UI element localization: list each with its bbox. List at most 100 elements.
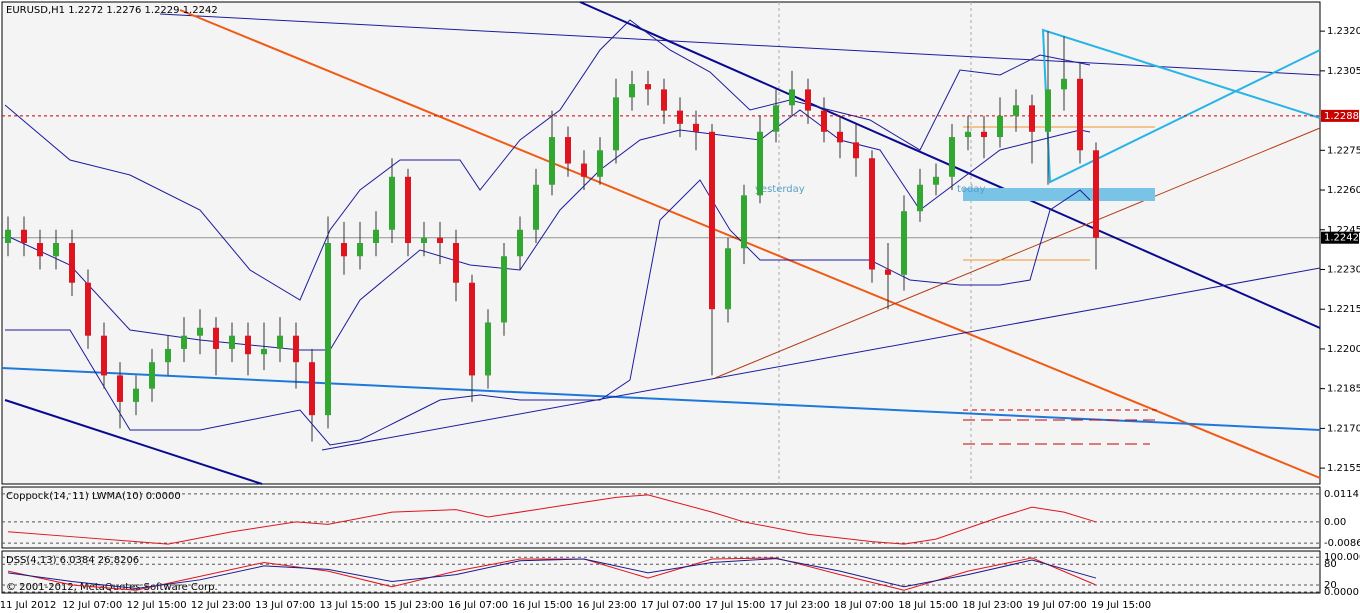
candle-body	[1013, 105, 1019, 116]
candle-body	[229, 335, 235, 349]
candle-body	[501, 256, 507, 323]
candle-body	[293, 335, 299, 363]
candle-body	[117, 375, 123, 402]
x-tick-label: 18 Jul 23:00	[963, 600, 1023, 611]
x-tick-label: 13 Jul 07:00	[255, 600, 315, 611]
y-tick-label: 20	[1324, 580, 1337, 591]
candle-body	[357, 243, 363, 257]
x-tick-label: 17 Jul 07:00	[641, 600, 701, 611]
candle-body	[773, 105, 779, 132]
candle-body	[325, 243, 331, 416]
candle-body	[5, 229, 11, 243]
candle-body	[421, 237, 427, 243]
panel-title: Coppock(14, 11) LWMA(10) 0.0000	[6, 491, 181, 502]
x-tick-label: 16 Jul 07:00	[448, 600, 508, 611]
y-tick-label: -0.0086	[1324, 538, 1360, 549]
candle-body	[69, 243, 75, 283]
candle-body	[197, 327, 203, 336]
candle-body	[949, 137, 955, 177]
dss-line	[7, 557, 1097, 591]
y-tick-label: 1.2230	[1327, 264, 1360, 275]
candle-body	[277, 335, 283, 349]
candle-body	[997, 115, 1003, 138]
coppock-panel	[1, 486, 1321, 549]
y-tick-label: 1.2275	[1327, 145, 1360, 156]
x-tick-label: 18 Jul 07:00	[834, 600, 894, 611]
candle-body	[677, 110, 683, 124]
candle-body	[741, 195, 747, 249]
x-tick-label: 12 Jul 23:00	[191, 600, 251, 611]
trend-line	[714, 127, 1321, 379]
candle-body	[53, 243, 59, 257]
candle-body	[709, 131, 715, 310]
candle-body	[613, 97, 619, 151]
trend-line	[4, 399, 263, 485]
y-tick-label: 1.2215	[1327, 304, 1360, 315]
chart-title: EURUSD,H1 1.2272 1.2276 1.2229 1.2242	[6, 5, 218, 16]
candle-body	[517, 229, 523, 257]
candle-body	[693, 123, 699, 132]
y-tick-label: 1.2305	[1327, 66, 1360, 77]
candle-body	[821, 110, 827, 132]
y-tick-label: 1.2320	[1327, 26, 1360, 37]
candle-body	[597, 150, 603, 177]
price-box	[1321, 231, 1359, 244]
x-tick-label: 16 Jul 23:00	[577, 600, 637, 611]
candle-body	[533, 184, 539, 230]
candle-body	[853, 142, 859, 159]
band	[4, 109, 1091, 351]
candle-body	[629, 84, 635, 98]
y-tick-label: 0.00	[1324, 517, 1346, 528]
x-tick-label: 12 Jul 15:00	[127, 600, 187, 611]
coppock-line	[7, 494, 1097, 545]
candle-body	[261, 348, 267, 355]
band	[5, 179, 1091, 446]
price-label: 1.2288	[1324, 111, 1359, 122]
x-tick-label: 17 Jul 23:00	[770, 600, 830, 611]
annotation: today	[957, 184, 986, 195]
y-tick-label: 80	[1324, 559, 1337, 570]
y-tick-label: 1.2185	[1327, 384, 1360, 395]
candle-body	[757, 131, 763, 196]
candle-body	[901, 211, 907, 275]
candle-body	[1029, 105, 1035, 132]
candle-body	[181, 335, 187, 349]
candle-body	[37, 243, 43, 257]
candle-body	[549, 137, 555, 185]
candle-body	[1077, 78, 1083, 151]
y-tick-label: 100.0000	[1324, 552, 1360, 563]
zone	[963, 188, 1155, 201]
candle-body	[133, 388, 139, 402]
x-tick-label: 19 Jul 15:00	[1091, 600, 1151, 611]
candle-body	[917, 184, 923, 212]
x-tick-label: 16 Jul 15:00	[512, 600, 572, 611]
candle-body	[485, 322, 491, 376]
x-tick-label: 15 Jul 23:00	[384, 600, 444, 611]
y-tick-label: 1.2260	[1327, 185, 1360, 196]
candle-body	[405, 176, 411, 243]
candle-body	[245, 335, 251, 355]
y-tick-label: 1.2170	[1327, 423, 1360, 434]
x-tick-label: 13 Jul 15:00	[320, 600, 380, 611]
candle-body	[213, 327, 219, 349]
copyright: © 2001-2012, MetaQuotes Software Corp.	[6, 582, 218, 593]
y-tick-label: 0.0000	[1324, 587, 1359, 598]
x-tick-label: 18 Jul 15:00	[898, 600, 958, 611]
x-tick-label: 19 Jul 07:00	[1027, 600, 1087, 611]
candle-body	[725, 248, 731, 310]
candle-body	[1045, 89, 1051, 132]
candle-body	[789, 89, 795, 106]
candle-body	[837, 131, 843, 143]
candle-body	[373, 229, 379, 243]
price-label: 1.2242	[1324, 233, 1359, 244]
x-tick-label: 17 Jul 15:00	[705, 600, 765, 611]
candle-body	[1093, 150, 1099, 238]
candle-body	[101, 335, 107, 376]
band	[4, 19, 1091, 301]
candle-body	[309, 362, 315, 416]
candle-body	[805, 89, 811, 111]
price-box	[1321, 109, 1359, 122]
candle-body	[469, 282, 475, 376]
candle-body	[885, 269, 891, 275]
candle-body	[437, 237, 443, 243]
